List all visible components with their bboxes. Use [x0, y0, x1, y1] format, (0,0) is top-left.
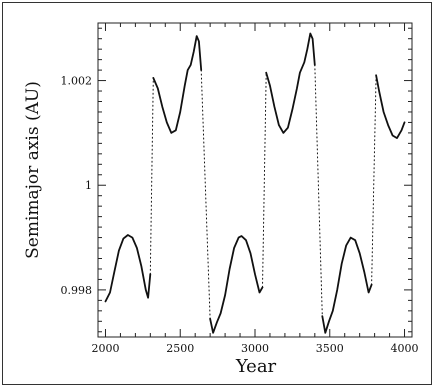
y-axis-title: Semimajor axis (AU)	[23, 81, 43, 259]
series-line-segment	[321, 236, 373, 334]
series-transition-dotted	[371, 74, 377, 286]
x-tick-label: 3000	[241, 342, 269, 355]
x-tick-label: 4000	[391, 342, 419, 355]
series-line-segment	[375, 74, 406, 140]
series-transition-dotted	[149, 77, 154, 275]
x-tick-label: 3500	[316, 342, 344, 355]
series-transition-dotted	[314, 64, 323, 317]
y-tick-label: 1.002	[61, 75, 93, 88]
series-line-segment	[265, 32, 316, 134]
series-transition-dotted	[200, 69, 211, 320]
series-line-segment	[209, 235, 264, 334]
x-tick-label: 2000	[91, 342, 119, 355]
x-axis-title: Year	[235, 356, 277, 377]
series-line-segment	[104, 234, 152, 303]
series-line-segment	[152, 35, 203, 134]
y-tick-label: 0.998	[61, 284, 93, 297]
y-tick-label: 1	[85, 179, 92, 192]
series-transition-dotted	[262, 72, 267, 288]
x-tick-label: 2500	[166, 342, 194, 355]
figure-frame	[2, 2, 432, 385]
